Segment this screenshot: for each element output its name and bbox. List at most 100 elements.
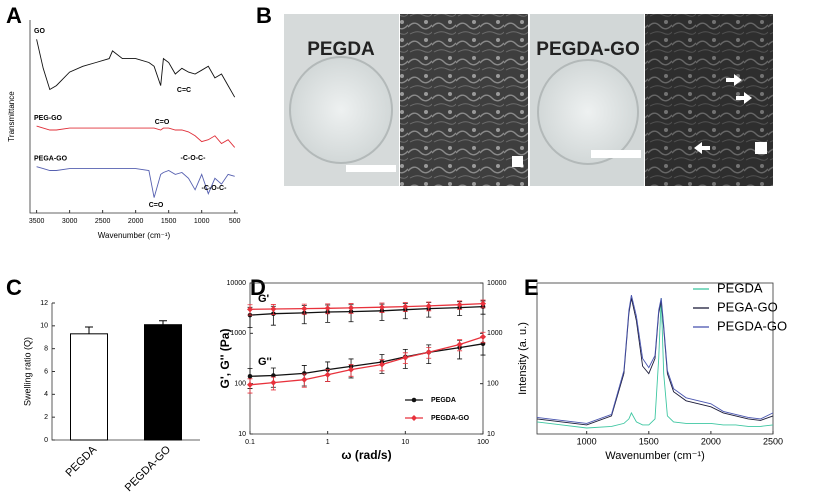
point	[378, 361, 385, 368]
point	[324, 371, 331, 378]
x-axis-label: Wavenumber (cm⁻¹)	[605, 450, 705, 462]
series-line	[536, 298, 774, 426]
point	[270, 379, 277, 386]
series-label: PEG-GO	[34, 115, 63, 122]
y-tick-label: 100	[234, 381, 246, 388]
bar	[144, 324, 182, 441]
legend-marker	[411, 415, 417, 421]
annotation: C=C	[177, 87, 191, 94]
point	[425, 349, 432, 356]
point	[425, 302, 432, 309]
x-tick-label: 2000	[701, 436, 721, 446]
dish	[537, 59, 639, 165]
legend-label: PEGDA-GO	[717, 318, 787, 333]
annotation: C=O	[155, 119, 170, 126]
panel-b: PEGDA PEGDA-GO	[284, 14, 773, 186]
series-line	[249, 343, 484, 377]
panel-letter: C	[6, 275, 22, 300]
y-tick-label: 4	[44, 391, 48, 398]
y-axis-label: Intensity (a. u.)	[517, 322, 529, 395]
y-tick-label: 10	[238, 431, 246, 438]
series-line	[36, 166, 235, 198]
series-label: GO	[34, 28, 45, 35]
scale-bar	[346, 165, 396, 172]
point	[456, 341, 463, 348]
x-tick-label: 10	[401, 439, 409, 446]
x-tick-label: 0.1	[245, 439, 255, 446]
y-axis-label: G', G'' (Pa)	[218, 329, 232, 389]
annotation: G'	[258, 293, 270, 305]
panel-letter: E	[524, 275, 539, 300]
sem-image	[645, 14, 773, 186]
y2-tick-label: 1000	[487, 330, 503, 337]
series-line	[36, 39, 236, 98]
bar	[70, 333, 108, 441]
annotation: -C-O-C-	[202, 185, 228, 192]
x-tick-label: 500	[229, 218, 241, 225]
scale-bar	[755, 142, 767, 154]
legend-label: PEGDA-GO	[431, 415, 470, 422]
photo-label: PEGDA	[307, 39, 375, 60]
panel-letter: B	[256, 3, 272, 28]
series-line	[249, 302, 484, 310]
x-tick-label: 1500	[639, 436, 659, 446]
panel-letter: A	[6, 3, 22, 28]
annotation: C=O	[149, 202, 164, 209]
point	[348, 366, 355, 373]
annotation: -C-O-C-	[181, 155, 207, 162]
x-axis-label: ω (rad/s)	[341, 448, 391, 462]
dish	[289, 56, 393, 164]
plot-frame	[249, 282, 484, 435]
arrows	[694, 74, 752, 154]
scale-bar	[512, 156, 523, 167]
point	[271, 373, 276, 378]
point	[378, 304, 385, 311]
y-tick-label: 1000	[230, 330, 246, 337]
y-tick-label: 10000	[227, 280, 247, 287]
series-line	[249, 305, 484, 316]
x-tick-label: 2500	[763, 436, 783, 446]
legend-label: PEGA-GO	[717, 299, 778, 314]
sem-shade	[645, 14, 773, 186]
series-line	[36, 125, 236, 148]
y-tick-label: 6	[44, 368, 48, 375]
y-tick-label: 8	[44, 346, 48, 353]
x-tick-label: 3500	[29, 218, 45, 225]
y-tick-label: 10	[40, 323, 48, 330]
y-tick-label: 12	[40, 300, 48, 307]
series-line	[249, 336, 484, 386]
plot-frame	[536, 282, 774, 435]
x-tick-label: 1	[326, 439, 330, 446]
point	[402, 303, 409, 310]
x-tick-label: 100	[477, 439, 489, 446]
point	[270, 305, 277, 312]
y-tick-label: 2	[44, 414, 48, 421]
series-label: PEGA-GO	[34, 156, 68, 163]
y2-tick-label: 10000	[487, 280, 507, 287]
point	[324, 305, 331, 312]
series-line	[536, 298, 774, 429]
error-bar	[159, 320, 167, 325]
point	[480, 333, 486, 340]
annotation: G''	[258, 356, 272, 368]
point	[480, 300, 486, 307]
point	[301, 376, 308, 383]
point	[402, 354, 409, 361]
y2-tick-label: 10	[487, 431, 495, 438]
point	[247, 374, 253, 379]
x-tick-label: 1000	[577, 436, 597, 446]
point	[301, 371, 307, 376]
y-tick-label: 0	[44, 437, 48, 444]
x-tick-label: 1500	[161, 218, 177, 225]
point	[301, 305, 308, 312]
error-bar	[85, 326, 93, 334]
legend-label: PEGDA	[717, 280, 763, 295]
panel-letter: D	[250, 275, 266, 300]
point	[456, 301, 463, 308]
point	[247, 381, 253, 388]
legend-label: PEGDA	[431, 397, 456, 404]
y-axis-label: Transmittance	[7, 91, 16, 142]
x-tick-label: 3000	[62, 218, 78, 225]
x-tick-label: 2000	[128, 218, 144, 225]
